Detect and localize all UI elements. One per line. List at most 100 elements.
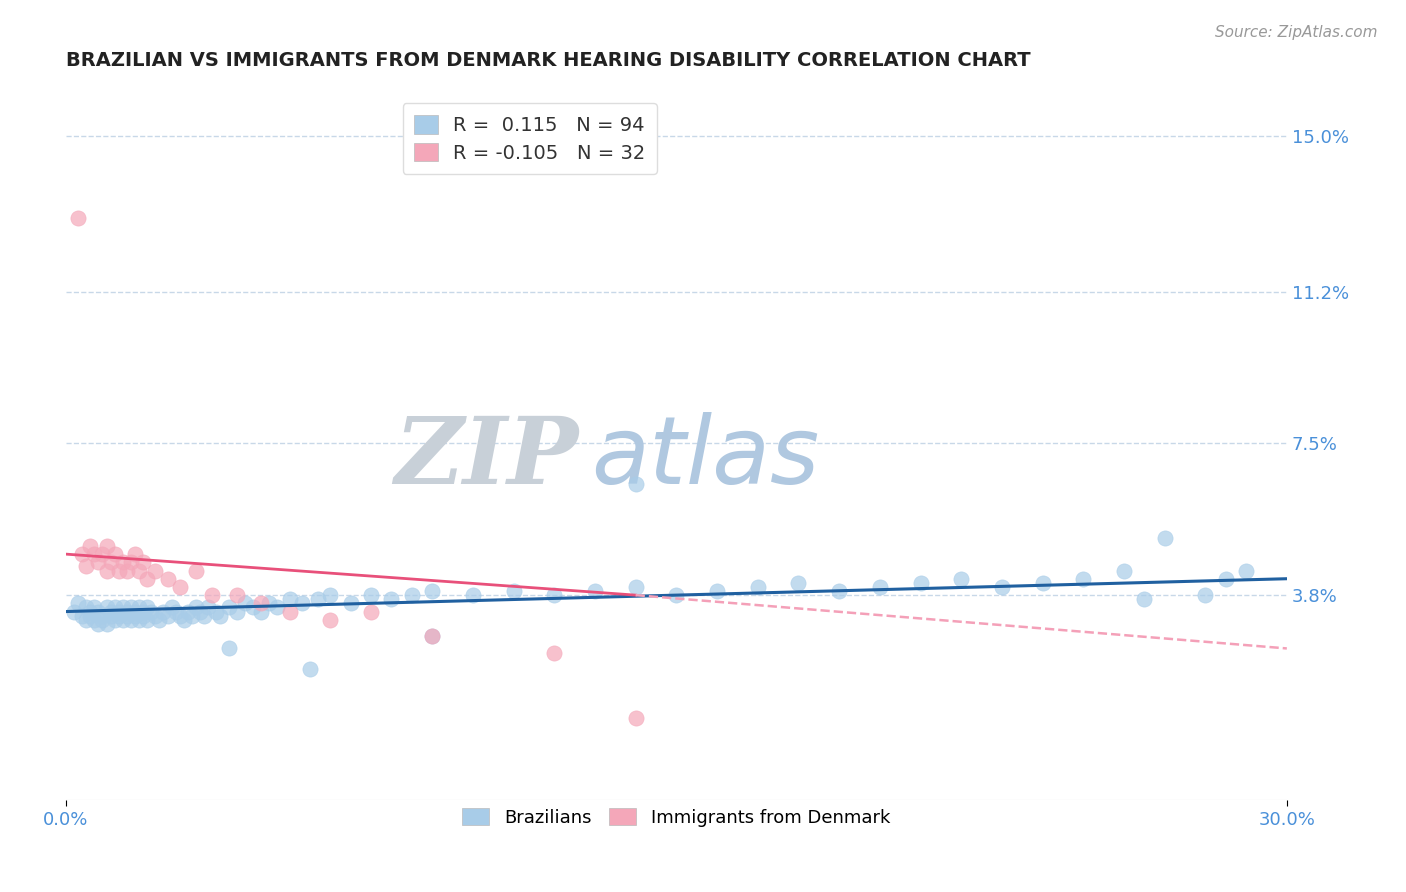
Text: atlas: atlas: [591, 412, 820, 503]
Text: ZIP: ZIP: [395, 413, 579, 502]
Point: [143, 608, 166, 623]
Point: [132, 605, 155, 619]
Point: [1112, 564, 1135, 578]
Point: [233, 596, 256, 610]
Point: [96, 616, 118, 631]
Point: [910, 575, 932, 590]
Point: [75, 613, 97, 627]
Text: Source: ZipAtlas.com: Source: ZipAtlas.com: [1215, 25, 1378, 40]
Point: [747, 580, 769, 594]
Point: [173, 613, 195, 627]
Point: [104, 600, 127, 615]
Point: [420, 584, 443, 599]
Point: [298, 662, 321, 676]
Text: BRAZILIAN VS IMMIGRANTS FROM DENMARK HEARING DISABILITY CORRELATION CHART: BRAZILIAN VS IMMIGRANTS FROM DENMARK HEA…: [66, 51, 1031, 70]
Point: [104, 547, 127, 561]
Point: [502, 584, 524, 599]
Point: [124, 608, 146, 623]
Point: [1133, 592, 1156, 607]
Point: [583, 584, 606, 599]
Point: [83, 613, 105, 627]
Point: [70, 608, 93, 623]
Point: [181, 608, 204, 623]
Point: [991, 580, 1014, 594]
Point: [225, 588, 247, 602]
Point: [115, 608, 138, 623]
Point: [107, 605, 129, 619]
Point: [160, 600, 183, 615]
Point: [169, 580, 191, 594]
Point: [136, 572, 159, 586]
Point: [360, 588, 382, 602]
Point: [319, 613, 342, 627]
Point: [96, 600, 118, 615]
Point: [543, 646, 565, 660]
Point: [307, 592, 329, 607]
Point: [624, 580, 647, 594]
Point: [136, 613, 159, 627]
Point: [543, 588, 565, 602]
Point: [184, 600, 207, 615]
Point: [624, 477, 647, 491]
Point: [193, 608, 215, 623]
Point: [107, 608, 129, 623]
Point: [124, 547, 146, 561]
Point: [461, 588, 484, 602]
Point: [75, 559, 97, 574]
Point: [624, 711, 647, 725]
Point: [420, 629, 443, 643]
Point: [1032, 575, 1054, 590]
Point: [1073, 572, 1095, 586]
Point: [136, 600, 159, 615]
Point: [401, 588, 423, 602]
Point: [79, 605, 101, 619]
Point: [197, 600, 219, 615]
Point: [132, 608, 155, 623]
Point: [79, 539, 101, 553]
Point: [87, 605, 110, 619]
Point: [128, 600, 150, 615]
Point: [128, 613, 150, 627]
Point: [665, 588, 688, 602]
Point: [225, 605, 247, 619]
Point: [91, 613, 114, 627]
Point: [787, 575, 810, 590]
Point: [319, 588, 342, 602]
Point: [950, 572, 973, 586]
Point: [111, 613, 134, 627]
Point: [869, 580, 891, 594]
Point: [107, 564, 129, 578]
Point: [96, 539, 118, 553]
Point: [79, 608, 101, 623]
Point: [87, 616, 110, 631]
Legend: Brazilians, Immigrants from Denmark: Brazilians, Immigrants from Denmark: [456, 801, 897, 834]
Point: [83, 547, 105, 561]
Point: [278, 605, 301, 619]
Point: [339, 596, 361, 610]
Point: [66, 596, 89, 610]
Point: [278, 592, 301, 607]
Point: [104, 613, 127, 627]
Point: [242, 600, 264, 615]
Point: [63, 605, 86, 619]
Point: [91, 608, 114, 623]
Point: [148, 613, 170, 627]
Point: [115, 564, 138, 578]
Point: [218, 600, 240, 615]
Point: [1153, 531, 1175, 545]
Point: [828, 584, 851, 599]
Point: [132, 555, 155, 569]
Point: [100, 555, 122, 569]
Point: [250, 596, 273, 610]
Point: [291, 596, 314, 610]
Point: [169, 608, 191, 623]
Point: [111, 600, 134, 615]
Point: [128, 564, 150, 578]
Point: [205, 605, 228, 619]
Point: [120, 555, 142, 569]
Point: [111, 555, 134, 569]
Point: [420, 629, 443, 643]
Point: [177, 605, 200, 619]
Point: [143, 564, 166, 578]
Point: [100, 608, 122, 623]
